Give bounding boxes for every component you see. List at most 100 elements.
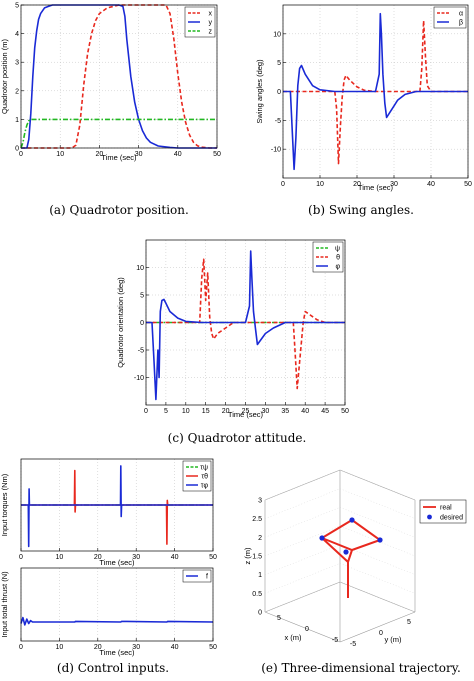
x-tick-label: 30	[390, 181, 398, 188]
legend-label: θ	[336, 255, 340, 262]
y-axis-label: Swing angles (deg)	[255, 59, 264, 124]
y-tick-label: 5	[140, 293, 144, 300]
waypoint-desired	[343, 549, 349, 555]
x-tick-label: 10	[316, 181, 324, 188]
z-tick-label: 2	[258, 535, 262, 542]
caption-a: (a) Quadrotor position.	[49, 203, 189, 217]
x-tick-label: 20	[96, 151, 104, 158]
legend-label: β	[459, 20, 463, 27]
box-edge	[264, 469, 341, 501]
x-tick-label: 0	[281, 181, 285, 188]
x-tick-label: 50	[464, 181, 472, 188]
x-tick-label: 35	[281, 408, 289, 415]
caption-d: (d) Control inputs.	[57, 661, 169, 675]
y-tick-label: 0	[379, 630, 383, 637]
x-tick-label: 30	[262, 408, 270, 415]
caption-b: (b) Swing angles.	[308, 203, 414, 217]
x-tick-label: 10	[56, 151, 64, 158]
series-line-0	[20, 616, 214, 626]
z-tick-label: 0.5	[252, 591, 262, 598]
x-tick-label: 50	[341, 408, 349, 415]
series-line-2	[21, 465, 213, 548]
grid-line-z	[264, 563, 341, 594]
x-tick-label: 20	[222, 408, 230, 415]
z-tick-label: 2.5	[252, 516, 262, 523]
series-line-2	[20, 118, 217, 149]
series-line-0	[283, 19, 468, 165]
y-tick-label: 0	[140, 320, 144, 327]
x-tick-label: 10	[56, 644, 64, 651]
grid-line-z	[339, 563, 416, 594]
legend-label-desired: desired	[440, 515, 463, 522]
y-tick-label: -10	[134, 375, 144, 382]
legend-label: α	[459, 11, 463, 18]
box-edge	[339, 469, 416, 501]
caption-e: (e) Three-dimensional trajectory.	[261, 661, 461, 675]
y-tick-label: 5	[407, 619, 411, 626]
y-axis-label: Quadrotor orientation (deg)	[116, 277, 125, 368]
x-tick-label: 5	[164, 408, 168, 415]
y-tick-label: -5	[275, 118, 281, 125]
x-tick-label: 0	[19, 644, 23, 651]
x-tick-label: 20	[94, 554, 102, 561]
y-axis-label: y (m)	[384, 635, 402, 644]
grid-line-z	[264, 544, 341, 575]
legend-label: y	[209, 20, 213, 27]
y-tick-label: -5	[350, 641, 356, 648]
box-edge	[264, 611, 341, 643]
plot-frame	[20, 4, 218, 149]
z-tick-label: 3	[258, 498, 262, 505]
x-tick-label: 30	[135, 151, 143, 158]
waypoint-desired	[319, 535, 325, 541]
y-axis-label: Input torques (Nm)	[0, 473, 9, 536]
series-line-1	[146, 258, 345, 390]
x-axis-label: Time (sec)	[358, 183, 394, 192]
legend-label: z	[209, 29, 213, 36]
chart-input-torques: 0 10 20 30 40 50 Time (sec) Input torques (Nm) τ…	[0, 458, 217, 567]
y-tick-label: 5	[277, 60, 281, 67]
x-tick-label: 40	[174, 151, 182, 158]
x-tick-label: 30	[132, 554, 140, 561]
series-line-0	[21, 4, 217, 149]
plot-frame	[20, 567, 214, 642]
y-tick-label: 5	[15, 3, 19, 10]
waypoint-desired	[349, 517, 355, 523]
y-tick-label: 4	[15, 31, 19, 38]
grid-line-z	[339, 488, 416, 519]
x-tick-label: 20	[353, 181, 361, 188]
plot-frame	[20, 458, 214, 552]
legend-label: ψ	[335, 246, 340, 253]
x-tick-label: 15	[202, 408, 210, 415]
grid-line-z	[264, 488, 341, 519]
x-tick-label: 0	[305, 626, 309, 633]
x-tick-label: 30	[132, 644, 140, 651]
x-tick-label: 10	[182, 408, 190, 415]
y-tick-label: 1	[15, 117, 19, 124]
y-tick-label: 0	[277, 89, 281, 96]
z-tick-label: 1	[258, 572, 262, 579]
waypoint-desired	[377, 537, 383, 543]
trajectory-real-link	[347, 549, 353, 563]
x-tick-label: -5	[332, 637, 338, 644]
x-axis-label: Time (sec)	[99, 558, 135, 567]
z-axis-label: z (m)	[243, 547, 252, 565]
x-tick-label: 50	[209, 644, 217, 651]
x-tick-label: 20	[94, 644, 102, 651]
x-tick-label: 50	[213, 151, 221, 158]
y-tick-label: 2	[15, 88, 19, 95]
chart-swing-angles: 0 10 20 30 40 50 -10 -5 0 5 10 Time (sec) Swing angl…	[255, 4, 472, 192]
x-tick-label: 25	[242, 408, 250, 415]
z-tick-label: 1.5	[252, 554, 262, 561]
plot-frame	[282, 4, 469, 179]
x-tick-label: 10	[56, 554, 64, 561]
legend-label: τφ	[201, 483, 209, 490]
x-tick-label: 5	[277, 615, 281, 622]
x-tick-label: 50	[209, 554, 217, 561]
box-edge	[339, 611, 416, 643]
legend-swatch-desired	[427, 514, 432, 520]
x-axis-label: Time (sec)	[228, 410, 264, 419]
chart-input-thrust: 0 10 20 30 40 50 Time (sec) Input total thrust …	[0, 567, 217, 657]
x-axis-label: Time (sec)	[101, 153, 137, 162]
y-tick-label: 10	[136, 265, 144, 272]
